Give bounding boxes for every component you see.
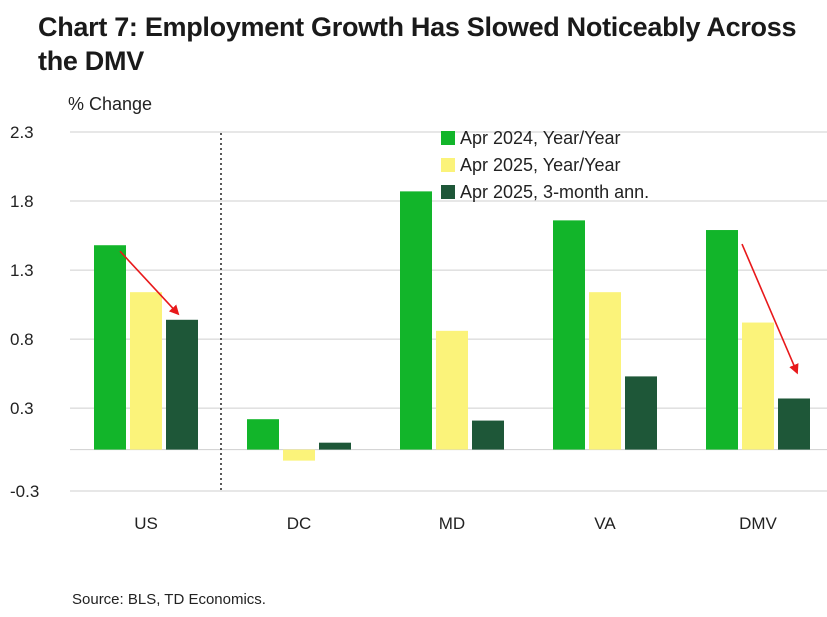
chart-title: Chart 7: Employment Growth Has Slowed No… [38,12,797,76]
bar-va-series-3 [625,376,657,450]
bar-md-series-1 [400,191,432,450]
y-tick-label: 1.8 [10,192,34,211]
y-tick-label: -0.3 [10,482,39,501]
y-tick-label: 0.8 [10,330,34,349]
legend-swatch [441,185,455,199]
bar-dmv-series-2 [742,322,774,450]
legend: Apr 2024, Year/Year Apr 2025, Year/Year Ap… [441,128,649,202]
decline-arrow-us [119,250,180,316]
y-tick-label: 1.3 [10,261,34,280]
legend-label: Apr 2025, Year/Year [460,155,620,175]
category-label: VA [594,514,616,533]
decline-arrow-dmv [741,243,799,375]
y-axis-ticks: 2.3 1.8 1.3 0.8 0.3 -0.3 [10,123,39,501]
bar-dc-series-1 [247,419,279,450]
bar-dc-series-3 [319,442,351,450]
y-tick-label: 0.3 [10,399,34,418]
bar-dmv-series-1 [706,230,738,450]
legend-label: Apr 2024, Year/Year [460,128,620,148]
category-label: MD [439,514,465,533]
bar-us-series-1 [94,245,126,450]
category-label: DMV [739,514,777,533]
bar-dc-series-2 [283,449,315,461]
y-tick-label: 2.3 [10,123,34,142]
source-note: Source: BLS, TD Economics. [72,591,266,608]
category-label: US [134,514,158,533]
bar-md-series-3 [472,420,504,450]
y-axis-label: % Change [68,94,152,114]
bars [94,191,810,461]
legend-swatch [441,131,455,145]
legend-label: Apr 2025, 3-month ann. [460,182,649,202]
annotation-arrows [119,243,799,375]
bar-va-series-2 [589,292,621,450]
bar-us-series-3 [166,319,198,450]
bar-dmv-series-3 [778,398,810,450]
category-label: DC [287,514,312,533]
legend-swatch [441,158,455,172]
bar-md-series-2 [436,330,468,450]
bar-us-series-2 [130,292,162,450]
bar-va-series-1 [553,220,585,450]
category-labels: US DC MD VA DMV [134,514,777,533]
